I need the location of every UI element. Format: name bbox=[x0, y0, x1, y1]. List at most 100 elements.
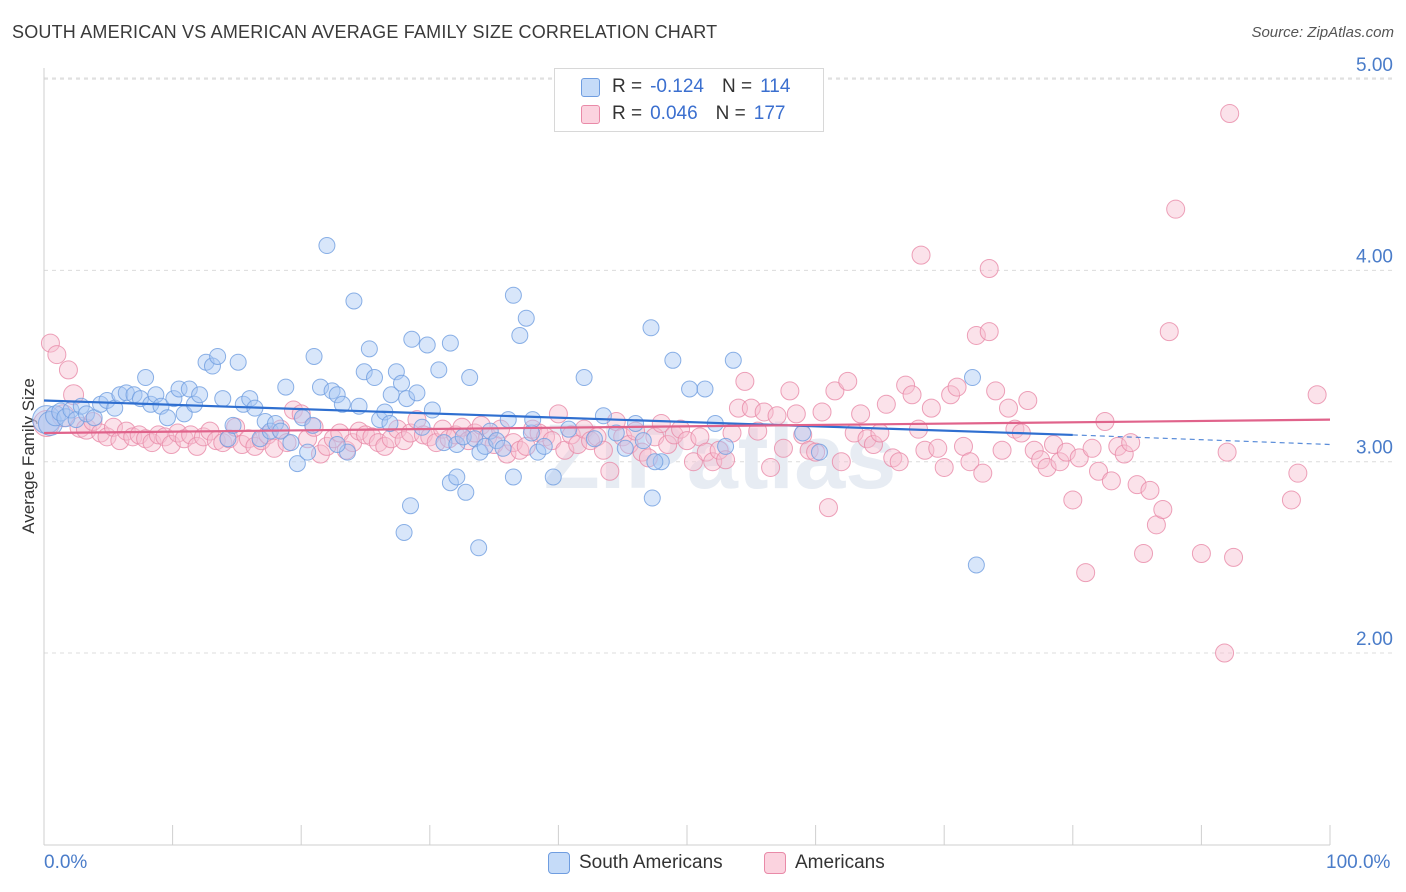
american-point bbox=[1191, 544, 1211, 564]
legend-swatch-pink bbox=[764, 852, 786, 874]
american-point bbox=[683, 452, 703, 472]
south-american-point bbox=[634, 432, 652, 450]
legend-n-label: N = bbox=[721, 76, 753, 97]
american-point bbox=[896, 375, 916, 395]
south-american-point bbox=[585, 430, 603, 448]
american-point bbox=[851, 404, 871, 424]
south-american-point bbox=[203, 357, 221, 375]
legend-r-label: R = bbox=[612, 103, 643, 124]
south-american-point bbox=[67, 411, 85, 429]
american-point bbox=[1024, 440, 1044, 460]
south-american-point bbox=[504, 468, 522, 486]
american-point bbox=[1134, 544, 1154, 564]
south-american-point bbox=[529, 443, 547, 461]
legend-row-south-americans: R = -0.124 N = 114 bbox=[581, 74, 790, 100]
south-american-point bbox=[696, 380, 714, 398]
south-american-point bbox=[652, 453, 670, 471]
american-point bbox=[1127, 475, 1147, 495]
american-point bbox=[277, 433, 297, 453]
south-american-point bbox=[481, 422, 499, 440]
south-americans-points bbox=[32, 237, 985, 574]
south-american-point bbox=[499, 411, 517, 429]
legend-row-americans: R = 0.046 N = 177 bbox=[581, 101, 785, 127]
south-american-point bbox=[355, 363, 373, 381]
american-point bbox=[1153, 500, 1173, 520]
american-point bbox=[889, 452, 909, 472]
american-point bbox=[47, 345, 67, 365]
american-point bbox=[310, 444, 330, 464]
american-point bbox=[934, 457, 954, 477]
south-american-point bbox=[594, 407, 612, 425]
american-point bbox=[1056, 442, 1076, 462]
american-point bbox=[548, 404, 568, 424]
south-american-point bbox=[229, 353, 247, 371]
american-point bbox=[1114, 444, 1134, 464]
south-american-point bbox=[504, 286, 522, 304]
american-point bbox=[761, 457, 781, 477]
american-point bbox=[767, 406, 787, 426]
south-american-point bbox=[366, 369, 384, 387]
south-american-point bbox=[158, 409, 176, 427]
american-point bbox=[1089, 461, 1109, 481]
south-american-point bbox=[106, 399, 124, 417]
south-americans-trend-line bbox=[43, 399, 1073, 437]
south-american-point bbox=[511, 326, 529, 344]
american-point bbox=[870, 423, 890, 443]
american-point bbox=[863, 434, 883, 454]
american-point bbox=[735, 371, 755, 391]
legend-r-label: R = bbox=[612, 76, 643, 97]
american-point bbox=[317, 436, 337, 456]
american-point bbox=[999, 398, 1018, 418]
south-american-point bbox=[395, 523, 413, 541]
south-american-point bbox=[360, 340, 378, 358]
correlation-legend: R = -0.124 N = 114 R = 0.046 N = 177 bbox=[554, 68, 824, 132]
south-american-point bbox=[170, 380, 188, 398]
south-american-point bbox=[643, 489, 661, 507]
south-american-point bbox=[299, 443, 317, 461]
south-american-point bbox=[398, 390, 416, 408]
y-tick-label: 2.00 bbox=[1356, 629, 1393, 650]
south-american-point bbox=[646, 453, 664, 471]
american-point bbox=[876, 394, 896, 414]
american-point bbox=[1037, 457, 1057, 477]
south-american-point bbox=[616, 439, 634, 457]
south-american-point bbox=[642, 319, 660, 337]
american-point bbox=[716, 450, 736, 470]
south-american-point bbox=[423, 401, 441, 419]
south-american-point bbox=[810, 443, 828, 461]
south-american-point bbox=[724, 351, 742, 369]
american-point bbox=[394, 431, 414, 451]
american-point bbox=[1101, 471, 1121, 491]
bottom-legend-south-americans: South Americans bbox=[548, 852, 723, 874]
american-point bbox=[902, 385, 922, 405]
south-american-point bbox=[544, 468, 562, 486]
legend-r-value: 0.046 bbox=[650, 103, 698, 124]
legend-r-value: -0.124 bbox=[650, 76, 704, 97]
south-american-point bbox=[191, 386, 209, 404]
american-point bbox=[187, 436, 207, 456]
legend-swatch-pink bbox=[581, 104, 600, 124]
american-point bbox=[799, 440, 819, 460]
american-point bbox=[941, 385, 961, 405]
american-point bbox=[1288, 463, 1308, 483]
south-american-point bbox=[681, 380, 699, 398]
american-point bbox=[1140, 480, 1160, 500]
american-point bbox=[986, 381, 1006, 401]
south-americans-trend-extension bbox=[1072, 434, 1331, 446]
south-american-point bbox=[328, 386, 346, 404]
american-point bbox=[1217, 442, 1237, 462]
y-axis-ticks: 2.00 3.00 4.00 5.00 bbox=[1356, 55, 1393, 650]
american-point bbox=[40, 333, 60, 353]
south-american-point bbox=[575, 369, 593, 387]
american-point bbox=[812, 402, 832, 422]
south-american-point bbox=[494, 439, 512, 457]
south-american-point bbox=[627, 414, 645, 432]
american-point bbox=[966, 325, 986, 345]
axes bbox=[43, 68, 1331, 846]
south-american-point bbox=[430, 361, 448, 379]
american-point bbox=[741, 398, 761, 418]
american-point bbox=[1018, 390, 1038, 410]
south-american-point bbox=[318, 237, 336, 255]
gridlines bbox=[44, 77, 1392, 654]
americans-points bbox=[33, 104, 1327, 663]
